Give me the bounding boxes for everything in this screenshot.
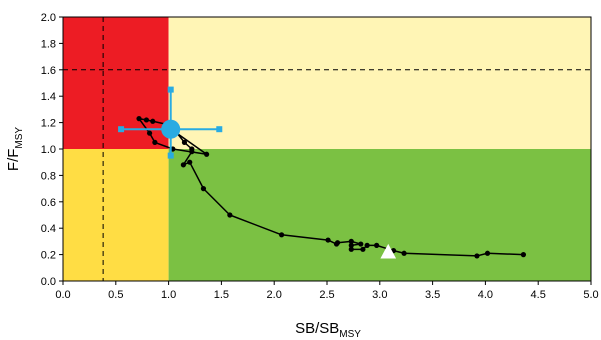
x-tick-label: 3.0 [372,289,387,301]
y-tick-label: 0.0 [41,276,56,288]
trajectory-point [474,253,480,259]
trajectory-point [484,250,491,256]
trajectory-point [150,118,156,124]
trajectory-point [333,241,340,247]
trajectory-point [136,116,142,122]
x-tick-label: 5.0 [583,289,598,301]
current-interval-end [216,126,223,133]
x-tick-label: 0.0 [55,289,70,301]
healthy-zone [168,149,591,281]
x-axis-title-sub: MSY [339,329,361,340]
status-zones [63,17,591,281]
stock-trajectory [136,116,527,259]
x-tick-label: 1.0 [161,289,176,301]
y-tick-label: 1.4 [41,91,56,103]
x-tick-label: 3.5 [425,289,440,301]
trajectory-point [325,237,331,243]
x-tick-label: 4.0 [478,289,493,301]
trajectory-point [143,117,150,123]
trajectory-point [146,130,153,136]
trajectory-point [180,162,186,168]
y-tick-label: 0.8 [41,170,56,182]
current-interval-end [167,86,174,93]
trajectory-point [348,238,354,244]
overfished-zone [63,149,169,281]
trajectory-point [152,139,158,145]
trajectory-point [520,252,527,258]
trajectory-point [189,146,195,152]
trajectory-point [348,242,354,248]
y-tick-label: 1.8 [41,38,56,50]
y-axis-ticks: 0.0 0.2 0.4 0.6 0.8 1.0 1.2 1.4 1.6 1.8 2.0 [41,12,63,288]
y-tick-label: 0.2 [41,250,56,262]
start-year-marker [380,243,397,259]
x-tick-label: 4.5 [531,289,546,301]
trajectory-point [348,246,354,252]
trajectory-point [227,212,233,218]
y-tick-label: 1.2 [41,118,56,130]
trajectory-point [358,241,364,247]
trajectory-point [204,151,210,157]
trajectory-point [200,186,207,192]
y-tick-label: 2.0 [41,12,56,24]
current-interval-end [118,126,125,133]
x-axis-ticks: 0.0 0.5 1.0 1.5 2.0 2.5 3.0 3.5 4.0 4.5 5.0 [55,281,599,301]
trajectory-point [364,242,370,248]
x-tick-label: 1.5 [214,289,229,301]
x-axis-title-main: SB/SB [295,320,339,337]
x-tick-label: 2.5 [319,289,334,301]
x-tick-label: 2.0 [267,289,282,301]
y-tick-label: 0.6 [41,197,56,209]
y-tick-label: 1.0 [41,144,56,156]
overfishing-zone [168,17,591,149]
current-year-point [161,119,181,139]
x-axis-title: SB/SBMSY [295,320,361,340]
trajectory-point [181,139,188,145]
x-tick-label: 0.5 [108,289,123,301]
current-interval-end [167,152,174,159]
y-tick-label: 1.6 [41,65,56,77]
y-axis-title: F/FMSY [5,127,25,172]
y-axis-title-sub: MSY [14,127,25,149]
reference-lines [63,17,591,281]
trajectory-point [278,232,285,238]
trajectory-point [401,250,407,256]
overfished-overfishing-zone [63,17,169,149]
trajectory-point [374,242,380,248]
y-tick-label: 0.4 [41,223,56,235]
special-markers [118,86,397,259]
y-axis-title-main: F/F [5,149,22,172]
trajectory-point [187,159,193,165]
trajectory-point [360,246,366,252]
